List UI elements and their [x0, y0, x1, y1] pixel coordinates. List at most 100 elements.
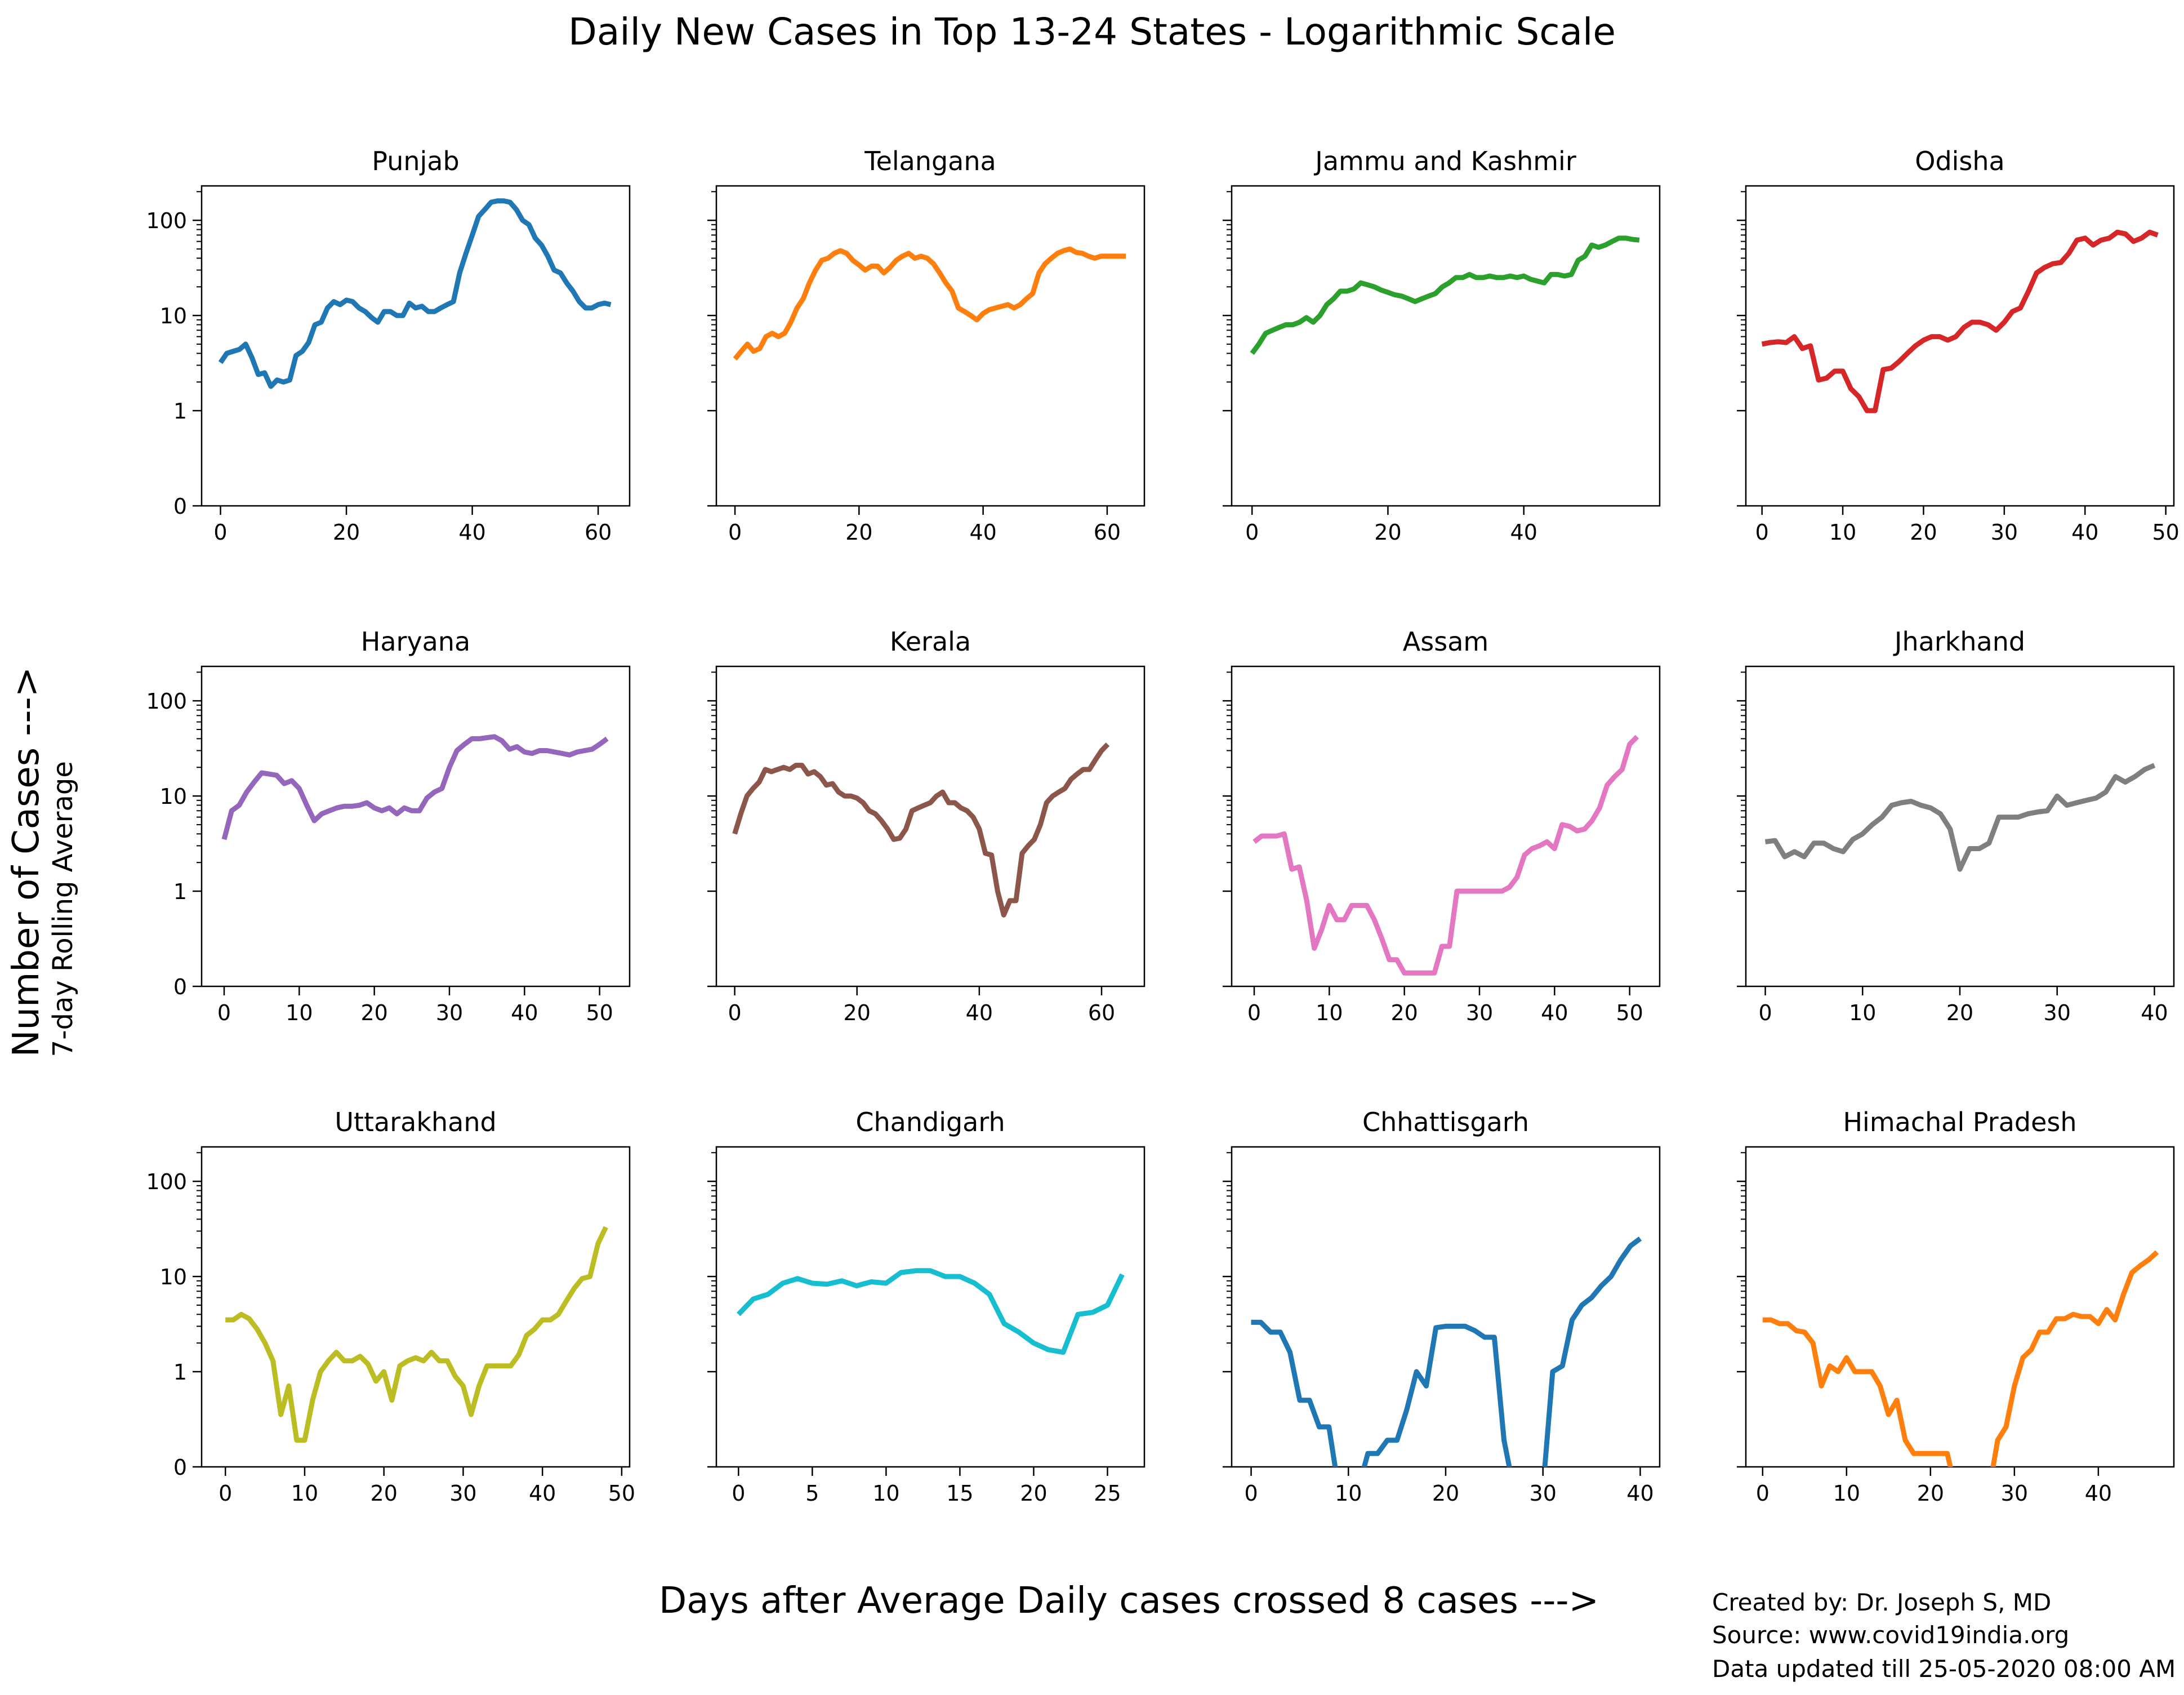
y-tick-label: 0: [173, 494, 187, 519]
x-tick-label: 10: [1849, 1000, 1876, 1025]
x-tick-label: 40: [511, 1000, 538, 1025]
subplot-title: Punjab: [372, 146, 459, 176]
y-tick-label: 1: [173, 879, 187, 904]
subplot-title: Chhattisgarh: [1362, 1107, 1529, 1137]
axes-frame: [200, 1146, 631, 1468]
x-tick-label: 0: [728, 1000, 741, 1025]
x-axis-label: Days after Average Daily cases crossed 8…: [659, 1580, 1599, 1622]
subplot-title: Jharkhand: [1893, 626, 2025, 657]
series-line: [225, 1226, 608, 1443]
series-line: [1762, 1250, 2159, 1467]
subplot-title: Chandigarh: [855, 1107, 1005, 1137]
axes-frame: [1745, 1146, 2175, 1468]
x-tick-label: 30: [1466, 1000, 1493, 1025]
x-tick-label: 10: [1316, 1000, 1343, 1025]
y-tick-label: 100: [146, 208, 187, 233]
x-tick-label: 20: [1374, 520, 1401, 545]
axes-frame: [715, 185, 1146, 507]
x-tick-label: 0: [1755, 520, 1769, 545]
x-tick-label: 40: [966, 1000, 993, 1025]
x-tick-label: 5: [805, 1481, 819, 1506]
axes-frame: [1231, 1146, 1661, 1468]
subplot-title: Kerala: [890, 626, 971, 657]
subplot-title: Haryana: [361, 626, 470, 657]
y-tick-label: 0: [173, 1455, 187, 1480]
y-tick-label: 10: [160, 1265, 187, 1289]
x-tick-label: 10: [872, 1481, 899, 1506]
series-line: [1251, 1236, 1642, 1467]
x-tick-label: 10: [291, 1481, 318, 1506]
series-line: [1764, 763, 2156, 872]
x-tick-label: 30: [2044, 1000, 2071, 1025]
subplot-odisha: Odisha 0 10 20 30 40 50: [1737, 146, 2179, 545]
subplot-uttarakhand: Uttarakhand 0 1 10 100 0 10 20 30 40 50: [146, 1107, 635, 1506]
x-tick-label: 50: [1616, 1000, 1643, 1025]
x-tick-label: 40: [2085, 1481, 2112, 1506]
x-tick-label: 30: [2001, 1481, 2028, 1506]
series-line: [1250, 235, 1640, 355]
x-tick-label: 20: [1917, 1481, 1944, 1506]
x-tick-label: 0: [732, 1481, 745, 1506]
series-line: [732, 742, 1110, 918]
x-tick-label: 60: [1088, 1000, 1115, 1025]
series-line: [1253, 735, 1639, 976]
x-tick-label: 40: [2071, 520, 2098, 545]
subplot-jharkhand: Jharkhand 0 10 20 30 40: [1737, 626, 2175, 1025]
figure-title: Daily New Cases in Top 13-24 States - Lo…: [568, 10, 1616, 54]
x-tick-label: 40: [1541, 1000, 1568, 1025]
subplot-title: Jammu and Kashmir: [1313, 146, 1576, 176]
x-tick-label: 50: [2152, 520, 2179, 545]
x-tick-label: 20: [1020, 1481, 1047, 1506]
x-tick-label: 15: [946, 1481, 973, 1506]
axes-frame: [200, 185, 631, 507]
subplot-jammu-and-kashmir: Jammu and Kashmir 0 20 40: [1223, 146, 1661, 545]
series-line: [737, 1268, 1125, 1355]
x-tick-label: 0: [1756, 1481, 1770, 1506]
x-tick-label: 40: [1626, 1481, 1653, 1506]
subplot-himachal-pradesh: Himachal Pradesh 0 10 20 30 40: [1737, 1107, 2175, 1506]
x-tick-label: 20: [360, 1000, 387, 1025]
subplot-kerala: Kerala 0 20 40 60: [707, 626, 1146, 1025]
series-line: [1761, 229, 2159, 413]
y-tick-label: 1: [173, 399, 187, 424]
y-tick-label: 100: [146, 689, 187, 714]
x-tick-label: 30: [1991, 520, 2018, 545]
subplot-title: Himachal Pradesh: [1843, 1107, 2076, 1137]
x-tick-label: 0: [1244, 1481, 1258, 1506]
axes-frame: [715, 665, 1146, 987]
axes-frame: [1231, 665, 1661, 987]
x-tick-label: 30: [449, 1481, 476, 1506]
axes-frame: [200, 665, 631, 987]
x-tick-label: 40: [969, 520, 996, 545]
x-tick-label: 0: [1247, 1000, 1261, 1025]
x-tick-label: 0: [1758, 1000, 1772, 1025]
x-tick-label: 20: [1946, 1000, 1973, 1025]
y-tick-label: 10: [160, 304, 187, 328]
subplot-chandigarh: Chandigarh 0 5 10 15 20 25: [707, 1107, 1146, 1506]
x-tick-label: 40: [2141, 1000, 2168, 1025]
subplot-haryana: Haryana 0 1 10 100 0 10 20 30 40 50: [146, 626, 631, 1025]
x-tick-label: 0: [1245, 520, 1259, 545]
series-line: [218, 198, 612, 389]
credit-updated: Data updated till 25-05-2020 08:00 AM: [1712, 1655, 2176, 1683]
x-tick-label: 0: [728, 520, 742, 545]
x-tick-label: 40: [1510, 520, 1537, 545]
x-tick-label: 20: [371, 1481, 398, 1506]
x-tick-label: 10: [286, 1000, 313, 1025]
x-tick-label: 50: [586, 1000, 613, 1025]
series-line: [221, 734, 609, 840]
axes-frame: [715, 1146, 1146, 1468]
y-tick-label: 0: [173, 975, 187, 999]
x-tick-label: 0: [219, 1481, 232, 1506]
axes-frame: [1745, 665, 2175, 987]
x-tick-label: 25: [1094, 1481, 1121, 1506]
x-tick-label: 60: [1094, 520, 1121, 545]
subplot-telangana: Telangana 0 20 40 60: [707, 146, 1146, 545]
x-tick-label: 40: [529, 1481, 556, 1506]
subplot-punjab: Punjab 0 1 10 100 0 20 40 60: [146, 146, 631, 545]
series-line: [733, 246, 1126, 361]
y-tick-label: 1: [173, 1360, 187, 1385]
x-tick-label: 10: [1833, 1481, 1860, 1506]
credit-author: Created by: Dr. Joseph S, MD: [1712, 1589, 2052, 1616]
